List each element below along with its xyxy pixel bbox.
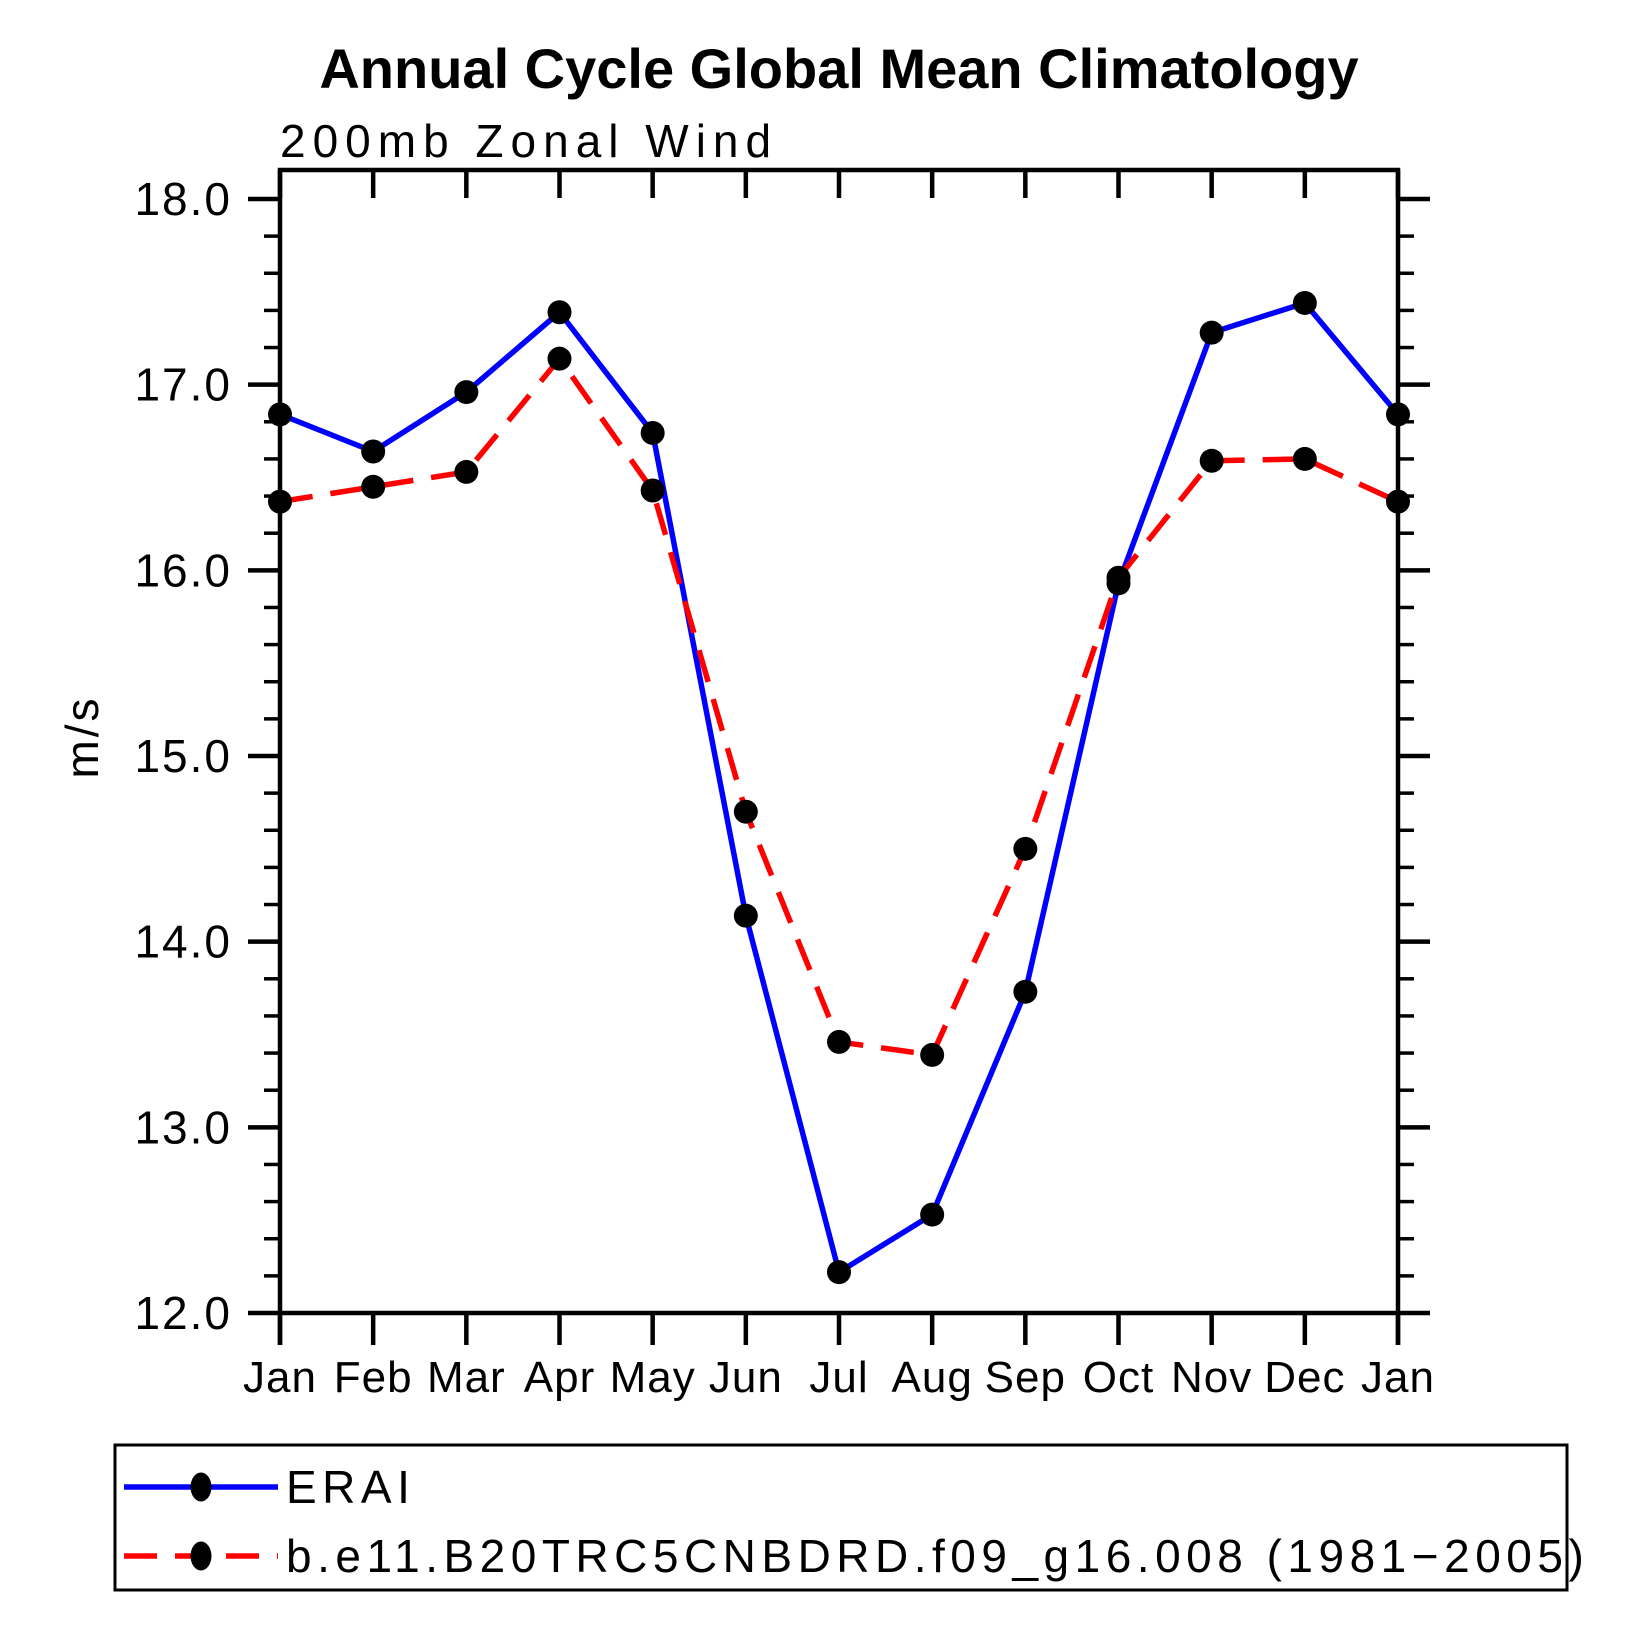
x-tick-label: Jun — [709, 1353, 783, 1402]
y-axis-label: m/s — [56, 695, 108, 778]
x-tick-label: Nov — [1171, 1353, 1252, 1402]
x-tick-label: Oct — [1083, 1353, 1154, 1402]
data-point-marker — [640, 478, 665, 503]
y-tick-label: 18.0 — [134, 173, 232, 225]
y-tick-label: 17.0 — [134, 359, 232, 411]
chart-subtitle: 200mb Zonal Wind — [280, 115, 778, 167]
data-point-marker — [640, 420, 665, 445]
data-point-marker — [1013, 836, 1038, 861]
x-tick-label: Dec — [1264, 1353, 1345, 1402]
data-point-marker — [361, 474, 386, 499]
legend-label: b.e11.B20TRC5CNBDRD.f09_g16.008 (1981−20… — [286, 1530, 1589, 1582]
data-point-marker — [1106, 565, 1131, 590]
axis-ticks — [248, 170, 1430, 1345]
data-point-marker — [827, 1260, 851, 1285]
data-point-marker — [268, 402, 292, 427]
data-point-marker — [920, 1202, 945, 1227]
y-tick-label: 12.0 — [134, 1287, 232, 1339]
legend-marker — [190, 1541, 212, 1571]
data-point-marker — [1386, 489, 1410, 514]
legend: ERAI b.e11.B20TRC5CNBDRD.f09_g16.008 (198… — [113, 1443, 1589, 1592]
data-point-marker — [1199, 320, 1224, 345]
data-point-marker — [547, 346, 572, 371]
data-point-marker — [1199, 448, 1224, 473]
data-point-marker — [733, 903, 758, 928]
data-point-marker — [1386, 402, 1410, 427]
x-tick-label: Aug — [892, 1353, 973, 1402]
data-point-marker — [268, 489, 292, 514]
data-series — [268, 290, 1410, 1285]
x-tick-label: May — [610, 1353, 696, 1402]
data-point-marker — [733, 799, 758, 824]
legend-marker — [190, 1472, 212, 1502]
x-tick-label: Sep — [985, 1353, 1066, 1402]
x-tick-label: Mar — [427, 1353, 506, 1402]
x-tick-label: Jan — [1361, 1353, 1435, 1402]
erai-line — [278, 300, 1401, 1275]
data-point-marker — [547, 300, 572, 325]
chart-title: Annual Cycle Global Mean Climatology — [319, 37, 1358, 100]
data-point-marker — [454, 380, 479, 405]
y-tick-labels: 12.0 13.0 14.0 15.0 16.0 17.0 18.0 — [134, 173, 232, 1339]
x-tick-label: Jan — [243, 1353, 317, 1402]
y-tick-label: 14.0 — [134, 916, 232, 968]
plot-frame — [277, 167, 1401, 1345]
x-tick-label: Jul — [809, 1353, 868, 1402]
x-tick-labels: Jan Feb Mar Apr May Jun Jul Aug Sep Oct Nov Dec Jan — [243, 1353, 1435, 1402]
x-tick-label: Feb — [334, 1353, 413, 1402]
x-tick-label: Apr — [524, 1353, 595, 1402]
data-point-marker — [454, 459, 479, 484]
data-point-marker — [361, 439, 386, 464]
legend-label: ERAI — [286, 1461, 415, 1513]
y-tick-label: 15.0 — [134, 730, 232, 782]
data-point-marker — [1013, 979, 1038, 1004]
data-point-marker — [920, 1042, 945, 1067]
data-point-marker — [1292, 446, 1317, 471]
y-tick-label: 16.0 — [134, 544, 232, 596]
y-tick-label: 13.0 — [134, 1101, 232, 1153]
model-line — [279, 355, 1400, 1058]
legend-box — [113, 1443, 1569, 1592]
data-point-marker — [827, 1029, 851, 1054]
plot-border — [277, 167, 1401, 1316]
data-point-marker — [1292, 290, 1317, 315]
